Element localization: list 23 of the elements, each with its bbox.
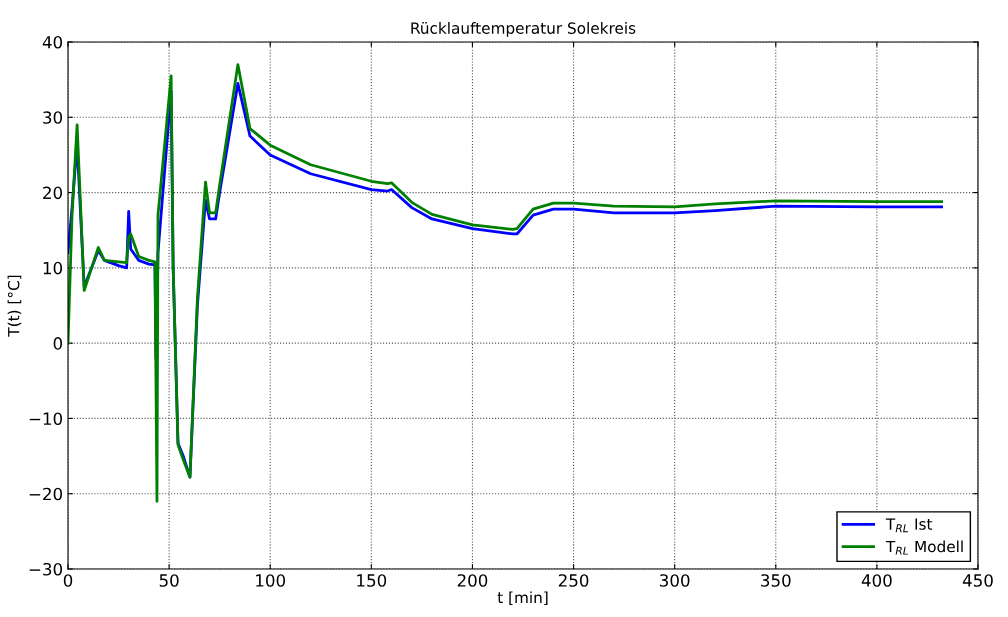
- x-tick-label: 0: [63, 574, 73, 587]
- chart-title: Rücklauftemperatur Solekreis: [411, 22, 636, 37]
- x-tick-label: 250: [558, 574, 589, 587]
- legend-label: T$_{RL}$ Modell: [885, 540, 963, 555]
- x-tick-label: 100: [256, 574, 286, 587]
- x-tick-label: 200: [457, 574, 488, 587]
- x-tick-label: 150: [357, 574, 387, 587]
- y-tick-label: −30: [29, 562, 63, 576]
- x-tick-label: 350: [761, 574, 791, 587]
- x-tick-label: 450: [962, 574, 993, 587]
- x-tick-label: 300: [660, 574, 690, 587]
- y-tick-label: 0: [53, 337, 63, 350]
- y-tick-label: 30: [43, 111, 63, 124]
- y-tick-label: 10: [43, 261, 63, 275]
- y-tick-label: 40: [42, 35, 63, 49]
- x-axis-title: t [min]: [497, 591, 548, 605]
- legend-label: T$_{RL}$ Ist: [885, 518, 933, 533]
- x-tick-label: 50: [159, 574, 179, 587]
- y-tick-label: −20: [29, 487, 63, 501]
- y-tick-label: 20: [43, 186, 63, 200]
- y-tick-label: −10: [29, 412, 63, 425]
- x-tick-label: 400: [861, 574, 892, 587]
- y-axis-title: T(t) [°C]: [7, 275, 22, 337]
